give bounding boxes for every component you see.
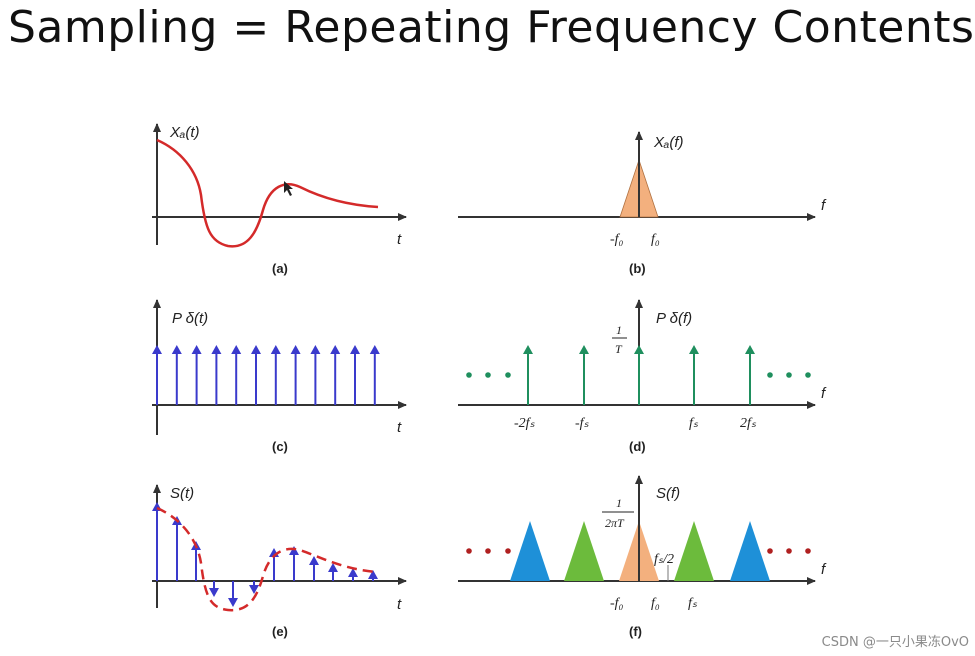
impulse-arrow xyxy=(231,345,242,405)
panel-a-xlabel: t xyxy=(397,231,402,248)
panel-e-xlabel: t xyxy=(397,596,402,613)
sample-arrow xyxy=(152,502,162,581)
spectrum-impulse-arrow xyxy=(689,345,699,405)
signal-envelope-dashed xyxy=(156,506,379,612)
panel-d-tick-neg-fs: -fₛ xyxy=(575,416,590,431)
ellipsis-dot xyxy=(485,548,491,554)
sample-arrow xyxy=(249,581,259,594)
spectrum-replica-triangle xyxy=(730,521,770,581)
impulse-arrow xyxy=(171,345,182,405)
panel-f-tick-neg-f0: -f₀ xyxy=(610,596,624,611)
impulse-arrow xyxy=(310,345,321,405)
panel-d-amp-num: 1 xyxy=(616,323,622,337)
impulse-train xyxy=(152,345,380,405)
sample-arrow xyxy=(348,568,358,581)
panel-e: S(t) t (e) xyxy=(152,484,407,639)
impulse-spectrum-lines xyxy=(523,345,755,405)
cursor-icon xyxy=(284,181,293,196)
spectrum-impulse-arrow xyxy=(523,345,533,405)
panel-c-ylabel: P δ(t) xyxy=(172,310,208,327)
ellipsis-dot xyxy=(767,548,773,554)
impulse-arrow xyxy=(191,345,202,405)
analog-signal-curve xyxy=(156,138,379,248)
sample-arrow xyxy=(289,546,299,581)
ellipsis-dot xyxy=(505,548,511,554)
impulse-arrow xyxy=(211,345,222,405)
panel-f-ylabel: S(f) xyxy=(656,485,680,502)
impulse-arrow xyxy=(290,345,301,405)
panel-c: P δ(t) t (c) xyxy=(152,299,407,454)
panel-f-amp-num: 1 xyxy=(616,496,622,510)
spectrum-impulse-arrow xyxy=(579,345,589,405)
panel-b-ylabel: Xₐ(f) xyxy=(653,134,684,151)
panel-d-tick-neg-2fs: -2fₛ xyxy=(514,416,536,431)
sample-arrow xyxy=(209,581,219,597)
panel-f-tick-f0: f₀ xyxy=(651,596,660,611)
ellipsis-dot xyxy=(505,372,511,378)
panel-b-xlabel: f xyxy=(821,197,827,214)
watermark: CSDN @一只小果冻OvO xyxy=(821,635,969,650)
panel-b-tick-neg-f0: -f₀ xyxy=(610,232,624,247)
spectrum-replica-triangle xyxy=(674,521,714,581)
panel-f-amp-den: 2πT xyxy=(605,516,625,530)
ellipsis-dot xyxy=(485,372,491,378)
impulse-arrow xyxy=(251,345,261,405)
panel-a-caption: (a) xyxy=(272,261,288,276)
continuation-dots-red xyxy=(466,548,811,554)
spectrum-impulse-arrow xyxy=(745,345,755,405)
panel-b: Xₐ(f) f -f₀ f₀ (b) xyxy=(458,131,827,276)
impulse-arrow xyxy=(330,345,341,405)
ellipsis-dot xyxy=(786,548,792,554)
panel-d-caption: (d) xyxy=(629,439,646,454)
ellipsis-dot xyxy=(767,372,773,378)
panel-b-caption: (b) xyxy=(629,261,646,276)
panel-d-tick-2fs: 2fₛ xyxy=(740,416,757,431)
ellipsis-dot xyxy=(805,548,811,554)
impulse-arrow xyxy=(270,345,281,405)
sample-arrow xyxy=(228,581,238,607)
ellipsis-dot xyxy=(466,372,472,378)
panel-a-ylabel: Xₐ(t) xyxy=(169,124,200,141)
panel-d-amp-den: T xyxy=(615,342,623,356)
sample-arrow xyxy=(368,570,378,581)
sample-arrow xyxy=(172,516,182,581)
panel-f-xlabel: f xyxy=(821,561,827,578)
ellipsis-dot xyxy=(786,372,792,378)
impulse-arrow xyxy=(152,345,162,405)
sample-arrow xyxy=(309,556,319,581)
sample-arrow xyxy=(328,563,338,581)
panel-f: 1 2πT S(f) fₛ/2 f -f₀ f₀ fₛ (f) xyxy=(458,475,827,639)
impulse-arrow xyxy=(350,345,360,405)
panel-c-caption: (c) xyxy=(272,439,288,454)
panel-f-tick-fs: fₛ xyxy=(688,596,698,611)
panel-f-half-label: fₛ/2 xyxy=(654,552,674,567)
slide-title: Sampling = Repeating Frequency Contents xyxy=(8,2,975,53)
impulse-arrow xyxy=(369,345,380,405)
spectrum-replica-triangle xyxy=(510,521,550,581)
panel-b-tick-f0: f₀ xyxy=(651,232,660,247)
continuation-dots xyxy=(466,372,811,378)
sampled-impulses xyxy=(152,502,378,607)
panel-d-tick-fs: fₛ xyxy=(689,416,699,431)
panel-f-caption: (f) xyxy=(629,624,642,639)
panel-d-xlabel: f xyxy=(821,385,827,402)
panel-e-caption: (e) xyxy=(272,624,288,639)
panel-e-ylabel: S(t) xyxy=(170,485,194,502)
panel-a: Xₐ(t) t (a) xyxy=(152,123,407,276)
ellipsis-dot xyxy=(466,548,472,554)
panel-c-xlabel: t xyxy=(397,419,402,436)
panel-d-ylabel: P δ(f) xyxy=(656,310,692,327)
spectrum-replica-triangle xyxy=(564,521,604,581)
ellipsis-dot xyxy=(805,372,811,378)
spectrum-impulse-arrow xyxy=(634,345,644,405)
panel-d: 1 T P δ(f) f -2fₛ -fₛ fₛ 2fₛ (d) xyxy=(458,299,827,454)
